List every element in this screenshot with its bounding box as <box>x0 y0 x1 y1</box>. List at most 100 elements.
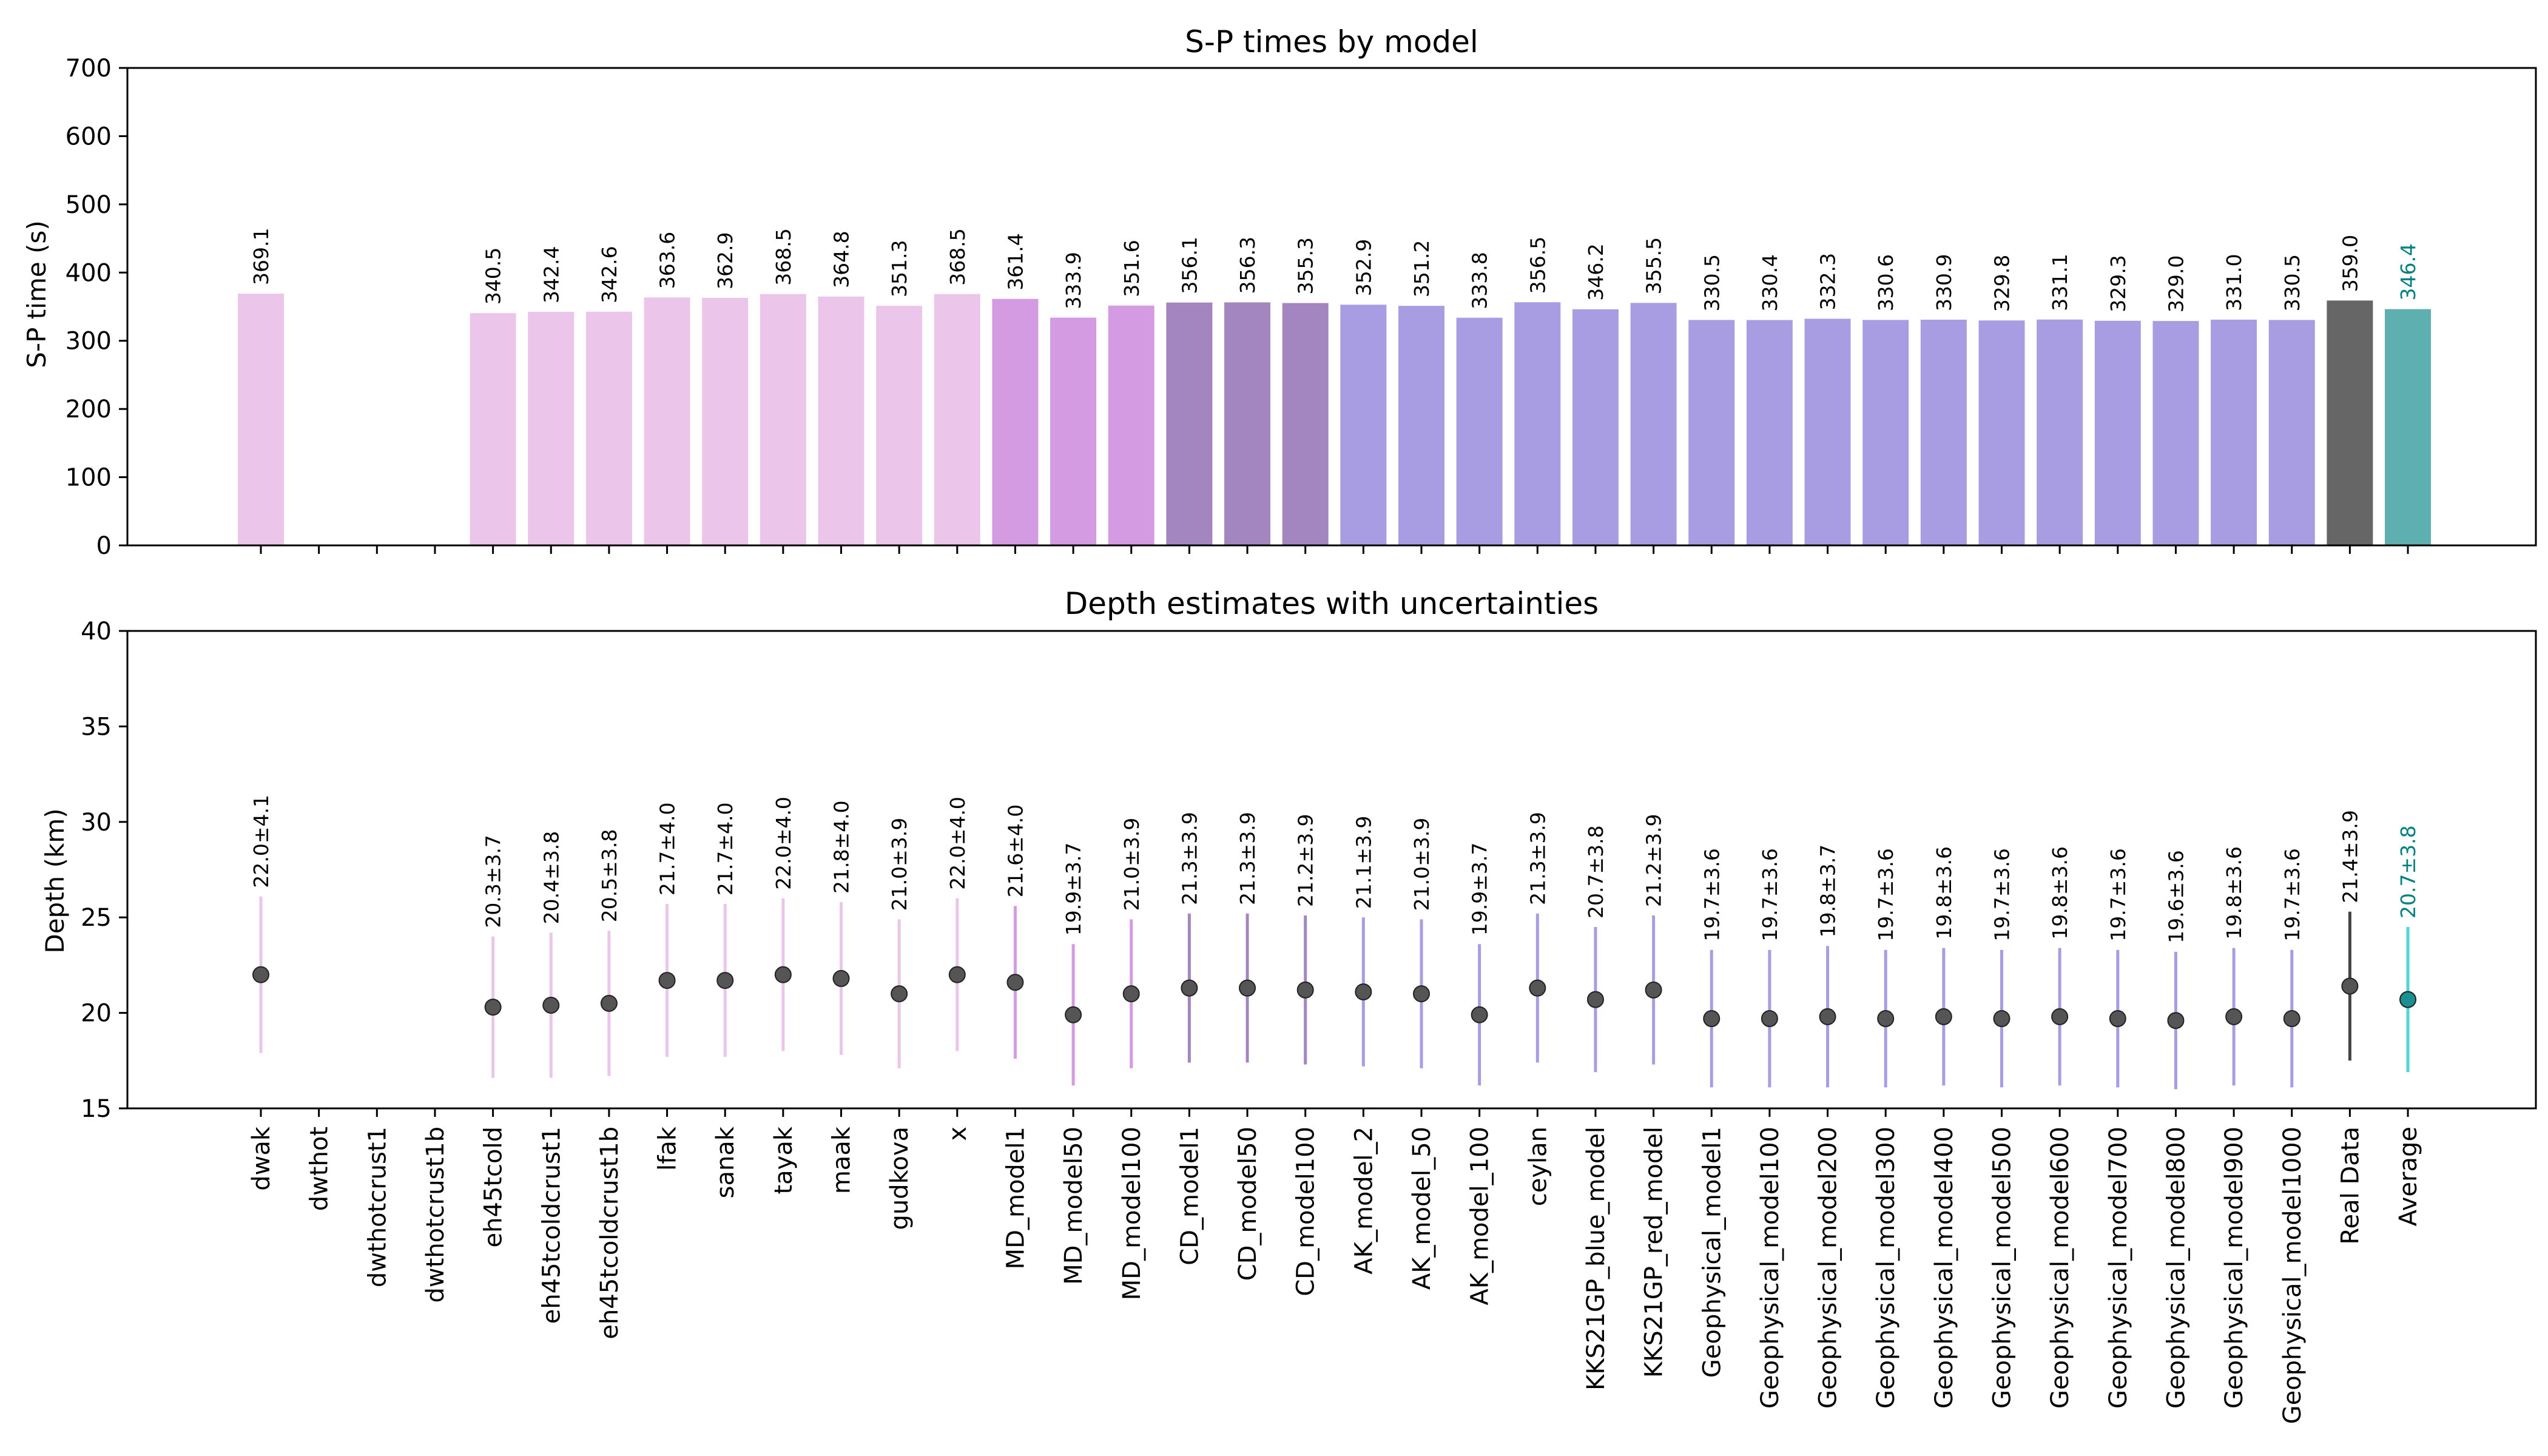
sp-bar <box>2152 321 2199 545</box>
sp-bar-value-label: 355.5 <box>1642 237 1666 294</box>
depth-value-label: 19.8±3.6 <box>2222 846 2246 940</box>
depth-x-tick-label: Geophysical_model1000 <box>2279 1127 2307 1424</box>
sp-bar-value-label: 332.3 <box>1816 253 1840 310</box>
sp-bar <box>2268 320 2315 545</box>
depth-x-tick-label: tayak <box>770 1126 798 1194</box>
sp-bar <box>818 296 864 545</box>
sp-bar-value-label: 340.5 <box>482 248 505 305</box>
depth-value-label: 22.0±4.0 <box>772 797 795 890</box>
sp-bar <box>1282 303 1329 545</box>
depth-y-tick-label: 30 <box>81 809 112 837</box>
sp-bar-value-label: 356.5 <box>1526 237 1549 294</box>
sp-bar-value-label: 351.6 <box>1120 240 1144 297</box>
depth-point <box>832 969 850 987</box>
depth-value-label: 21.3±3.9 <box>1178 812 1201 905</box>
sp-bar-value-label: 363.6 <box>656 232 679 289</box>
depth-point <box>1703 1010 1721 1028</box>
depth-point <box>1006 974 1024 991</box>
depth-x-tick-label: Geophysical_model400 <box>1930 1127 1958 1409</box>
depth-point <box>2283 1010 2300 1028</box>
sp-bar <box>2037 319 2083 545</box>
sp-bar <box>1340 305 1387 545</box>
depth-x-tick-label: KKS21GP_blue_model <box>1582 1127 1610 1390</box>
depth-value-label: 20.3±3.7 <box>482 835 505 928</box>
depth-value-label: 19.7±3.6 <box>1700 848 1724 942</box>
depth-point <box>542 997 560 1014</box>
depth-x-tick-label: gudkova <box>886 1127 914 1230</box>
depth-point <box>1296 981 1314 999</box>
depth-value-label: 22.0±4.1 <box>249 795 273 888</box>
sp-y-tick-label: 200 <box>66 396 112 423</box>
depth-point <box>1413 985 1430 1003</box>
depth-value-label: 20.7±3.8 <box>1584 825 1608 918</box>
depth-value-label: 20.4±3.8 <box>539 831 563 925</box>
depth-x-tick-label: CD_model50 <box>1234 1127 1262 1281</box>
sp-bar <box>2327 300 2373 545</box>
depth-x-tick-label: dwthotcrust1b <box>422 1127 450 1303</box>
sp-bar <box>1514 302 1561 545</box>
depth-x-tick-label: MD_model50 <box>1060 1127 1088 1285</box>
depth-y-tick-label: 25 <box>81 904 112 932</box>
sp-bar <box>876 306 923 545</box>
depth-x-tick-label: ceylan <box>1524 1127 1552 1206</box>
sp-bar-value-label: 329.8 <box>1990 255 2014 312</box>
depth-point <box>252 966 269 983</box>
sp-bar <box>2211 319 2257 545</box>
sp-bar-value-label: 330.5 <box>1700 254 1724 311</box>
depth-value-label: 19.8±3.7 <box>1816 844 1840 938</box>
depth-point <box>716 972 734 989</box>
depth-value-label: 19.9±3.7 <box>1062 843 1085 936</box>
sp-bar-value-label: 342.4 <box>539 246 563 303</box>
depth-point <box>1065 1006 1082 1023</box>
depth-x-tick-label: AK_model_2 <box>1350 1127 1378 1275</box>
depth-x-axis: dwak dwthot dwthotcrust1 dwthotcrust1b eh45t… <box>248 1108 2422 1424</box>
sp-y-tick-label: 600 <box>66 123 112 150</box>
sp-bar-value-label: 346.2 <box>1584 243 1608 300</box>
sp-bar <box>2385 309 2432 545</box>
depth-value-label: 19.7±3.6 <box>2106 848 2130 942</box>
depth-value-label: 19.7±3.6 <box>1758 848 1782 942</box>
sp-bar-value-label: 331.0 <box>2222 254 2246 311</box>
depth-point <box>891 985 908 1003</box>
sp-bar-value-label: 330.4 <box>1758 254 1782 311</box>
sp-bar <box>1804 318 1851 545</box>
sp-bar <box>1456 317 1503 545</box>
depth-value-label: 21.4±3.9 <box>2338 810 2362 903</box>
depth-x-tick-label: eh45tcoldcrust1 <box>538 1127 565 1324</box>
depth-points <box>252 966 2417 1030</box>
sp-bar <box>992 298 1039 545</box>
depth-point <box>1993 1010 2010 1028</box>
sp-bar-value-label: 330.5 <box>2280 254 2304 311</box>
depth-x-tick-label: dwak <box>248 1126 275 1191</box>
depth-point <box>484 999 502 1016</box>
depth-value-label: 21.3±3.9 <box>1526 812 1549 905</box>
sp-bar <box>1224 302 1271 545</box>
depth-x-tick-label: dwthot <box>306 1127 334 1211</box>
sp-bar-value-label: 355.3 <box>1294 237 1318 294</box>
sp-bar <box>238 294 284 545</box>
depth-value-labels: 22.0±4.1 20.3±3.7 20.4±3.8 20.5±3.8 21.7±4.0… <box>249 795 2420 943</box>
sp-bar-value-label: 352.9 <box>1352 239 1375 296</box>
depth-point <box>1122 985 1140 1003</box>
depth-x-tick-label: Geophysical_model900 <box>2220 1127 2248 1409</box>
sp-bar-value-label: 333.8 <box>1468 252 1492 309</box>
depth-value-label: 21.7±4.0 <box>713 803 737 896</box>
sp-bar-value-label: 331.1 <box>2048 254 2072 311</box>
depth-point <box>2341 977 2359 995</box>
sp-bar <box>702 297 749 545</box>
sp-bar-value-label: 333.9 <box>1062 252 1085 309</box>
sp-bar <box>1862 320 1909 545</box>
depth-x-tick-label: Geophysical_model100 <box>1756 1127 1784 1409</box>
depth-point <box>948 966 966 983</box>
depth-x-tick-label: CD_model1 <box>1176 1127 1204 1266</box>
depth-point <box>2109 1010 2126 1028</box>
sp-plot-frame <box>126 67 2537 547</box>
depth-x-tick-label: Geophysical_model500 <box>1989 1127 2017 1409</box>
depth-x-tick-label: MD_model100 <box>1118 1127 1146 1300</box>
sp-bar <box>1688 320 1735 545</box>
depth-point <box>2167 1012 2185 1030</box>
depth-value-label: 20.5±3.8 <box>598 829 621 923</box>
sp-bar <box>585 311 632 545</box>
depth-value-label: 21.7±4.0 <box>656 803 679 896</box>
